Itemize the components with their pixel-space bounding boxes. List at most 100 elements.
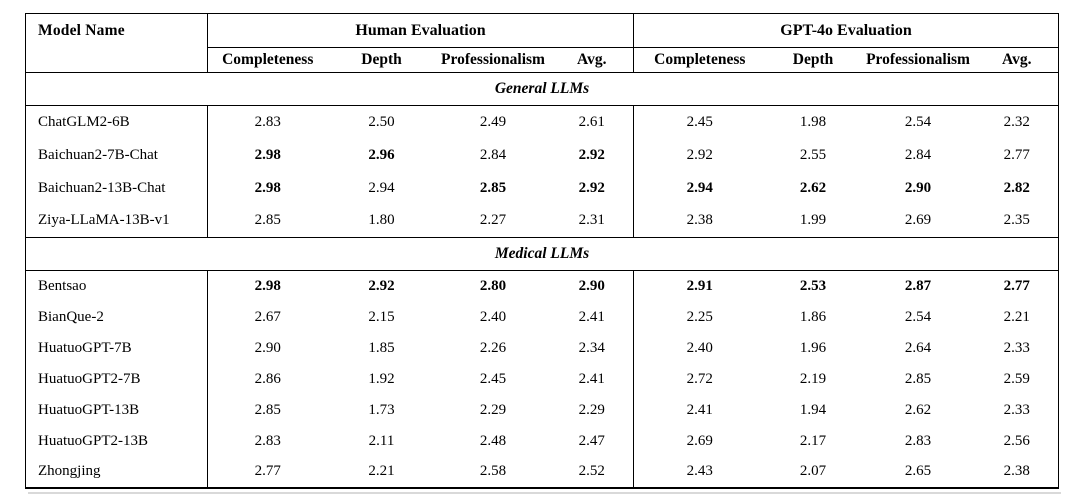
score-cell: 2.69	[633, 425, 766, 457]
score-cell: 2.53	[799, 277, 827, 294]
score-cell: 2.40	[479, 308, 507, 325]
table-row: Zhongjing 2.77 2.21 2.58 2.52 2.43 2.07 2.65 2.3…	[25, 456, 1059, 488]
score-cell: 2.77	[254, 463, 281, 479]
score-cell: 2.32	[1003, 113, 1030, 130]
score-cell: 2.64	[904, 339, 932, 356]
score-cell: 2.83	[254, 432, 281, 449]
table-row: Bentsao 2.98 2.92 2.80 2.90 2.91 2.53 2.87 2.77	[25, 270, 1059, 302]
table-row: HuatuoGPT-7B 2.90 1.85 2.26 2.34 2.40 1.96 2.64…	[25, 332, 1059, 364]
score-cell: 2.54	[904, 308, 932, 325]
score-cell: 2.33	[1003, 401, 1030, 418]
model-name-cell: Bentsao	[25, 270, 208, 302]
score-cell: 2.83	[254, 113, 281, 130]
score-cell: 2.62	[799, 179, 827, 196]
score-cell: 2.90	[254, 339, 281, 356]
score-cell: 2.90	[904, 179, 932, 196]
model-name-cell: Ziya-LLaMA-13B-v1	[25, 204, 208, 238]
score-cell: 2.85	[904, 370, 932, 387]
table-body: General LLMs ChatGLM2-6B 2.83 2.50 2.49 2.61 2…	[25, 72, 1059, 488]
score-cell: 2.45	[633, 105, 766, 139]
human-professionalism-header: Professionalism	[435, 47, 551, 73]
score-cell: 2.92	[578, 146, 605, 163]
score-cell: 2.17	[799, 432, 827, 449]
score-cell: 2.41	[578, 308, 605, 325]
score-cell: 2.25	[633, 301, 766, 333]
human-completeness-header: Completeness	[207, 47, 328, 73]
score-cell: 2.41	[633, 394, 766, 426]
score-cell: 2.40	[633, 332, 766, 364]
score-cell: 2.87	[904, 277, 932, 294]
model-name-cell: HuatuoGPT2-13B	[25, 425, 208, 457]
score-cell: 2.77	[1003, 146, 1030, 163]
score-cell: 1.86	[799, 308, 827, 325]
score-cell: 2.86	[254, 370, 281, 387]
score-cell: 2.47	[578, 432, 605, 449]
score-cell: 2.92	[633, 138, 766, 172]
score-cell: 2.19	[799, 370, 827, 387]
score-cell: 2.72	[633, 363, 766, 395]
score-cell: 2.59	[1003, 370, 1030, 387]
model-name-cell: HuatuoGPT-13B	[25, 394, 208, 426]
score-cell: 2.29	[479, 401, 507, 418]
score-cell: 2.38	[1003, 463, 1030, 479]
score-cell: 2.38	[633, 204, 766, 238]
human-depth-header: Depth	[327, 47, 436, 73]
score-cell: 2.21	[368, 463, 395, 479]
score-cell: 2.26	[479, 339, 507, 356]
section-header-row: Medical LLMs	[25, 237, 1059, 271]
human-evaluation-group-header: Human Evaluation	[207, 13, 634, 48]
score-cell: 2.48	[479, 432, 507, 449]
evaluation-table: Model Name Human Evaluation GPT-4o Evalu…	[25, 13, 1060, 489]
score-cell: 1.80	[368, 212, 395, 229]
score-cell: 2.98	[254, 146, 281, 163]
model-name-cell: ChatGLM2-6B	[25, 105, 208, 139]
table-row: HuatuoGPT2-13B 2.83 2.11 2.48 2.47 2.69 2.17 2.…	[25, 425, 1059, 457]
score-cell: 2.98	[254, 179, 281, 196]
score-cell: 2.21	[1003, 308, 1030, 325]
score-cell: 2.15	[368, 308, 395, 325]
score-cell: 2.83	[904, 432, 932, 449]
score-cell: 2.85	[479, 179, 507, 196]
gpt4o-completeness-header: Completeness	[633, 47, 766, 73]
score-cell: 2.77	[1003, 277, 1030, 294]
table-shadow-line	[28, 492, 1061, 494]
score-cell: 1.96	[799, 339, 827, 356]
score-cell: 2.92	[578, 179, 605, 196]
score-cell: 1.92	[368, 370, 395, 387]
model-name-header: Model Name	[25, 13, 208, 73]
score-cell: 2.29	[578, 401, 605, 418]
table-row: Ziya-LLaMA-13B-v1 2.85 1.80 2.27 2.31 2.38 1.9…	[25, 204, 1059, 238]
score-cell: 2.69	[904, 212, 932, 229]
score-cell: 2.61	[578, 113, 605, 130]
score-cell: 2.94	[368, 179, 395, 196]
score-cell: 1.99	[799, 212, 827, 229]
score-cell: 2.82	[1003, 179, 1030, 196]
gpt4o-professionalism-header: Professionalism	[860, 47, 976, 73]
table-header: Model Name Human Evaluation GPT-4o Evalu…	[25, 13, 1059, 73]
score-cell: 2.90	[578, 277, 605, 294]
table-row: HuatuoGPT-13B 2.85 1.73 2.29 2.29 2.41 1.94 2.6…	[25, 394, 1059, 426]
score-cell: 2.43	[633, 456, 766, 488]
table-row: BianQue-2 2.67 2.15 2.40 2.41 2.25 1.86 2.54 2.2…	[25, 301, 1059, 333]
group-header-row: Model Name Human Evaluation GPT-4o Evalu…	[25, 13, 1059, 73]
model-name-cell: Baichuan2-13B-Chat	[25, 171, 208, 205]
score-cell: 2.45	[479, 370, 507, 387]
model-name-cell: BianQue-2	[25, 301, 208, 333]
score-cell: 1.85	[368, 339, 395, 356]
section-label: General LLMs	[25, 72, 1059, 106]
model-name-cell: HuatuoGPT2-7B	[25, 363, 208, 395]
score-cell: 2.62	[904, 401, 932, 418]
gpt4o-avg-header: Avg.	[975, 47, 1059, 73]
score-cell: 2.94	[633, 171, 766, 205]
score-cell: 2.85	[254, 401, 281, 418]
table-row: Baichuan2-13B-Chat 2.98 2.94 2.85 2.92 2.94 2.…	[25, 171, 1059, 205]
score-cell: 2.52	[578, 463, 605, 479]
score-cell: 2.67	[254, 308, 281, 325]
score-cell: 2.31	[578, 212, 605, 229]
score-cell: 2.84	[479, 146, 507, 163]
score-cell: 2.35	[1003, 212, 1030, 229]
score-cell: 2.54	[904, 113, 932, 130]
score-cell: 2.80	[479, 277, 507, 294]
score-cell: 2.85	[254, 212, 281, 229]
